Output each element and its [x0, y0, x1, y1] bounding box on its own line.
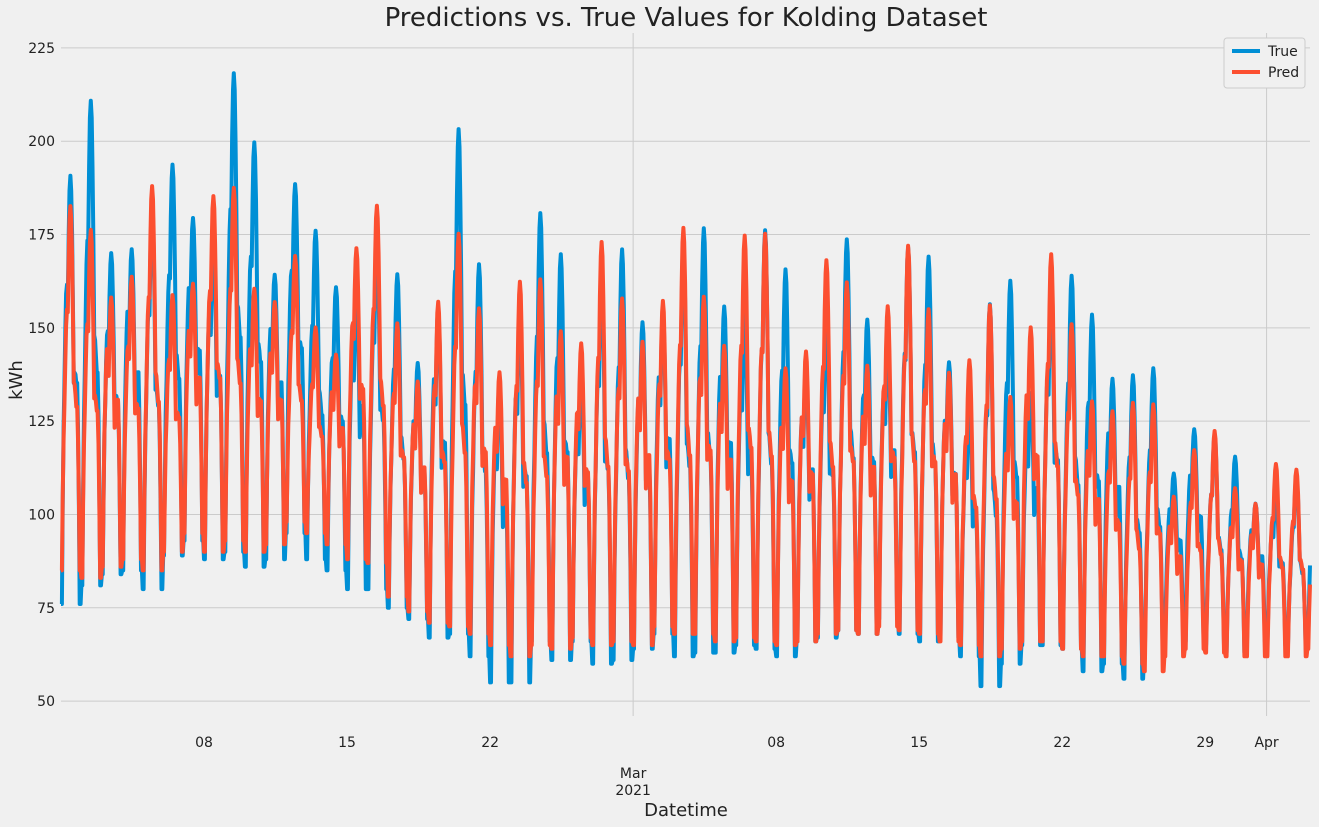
y-tick-labels: 50 75 100 125 150 175 200 225: [28, 41, 55, 710]
x-tick-label: Mar: [620, 766, 647, 782]
legend: True Pred: [1223, 37, 1306, 89]
series-line-pred: [59, 184, 1312, 674]
y-tick-label: 100: [28, 507, 55, 523]
x-tick-label: 29: [1196, 735, 1214, 751]
x-tick-label: 15: [910, 735, 928, 751]
x-tick-label: 22: [1053, 735, 1071, 751]
y-tick-label: 50: [37, 694, 55, 710]
x-tick-sublabel: 2021: [615, 783, 651, 799]
y-tick-label: 200: [28, 134, 55, 150]
series-group: [59, 71, 1312, 689]
y-tick-label: 175: [28, 228, 55, 244]
x-tick-label: Apr: [1254, 735, 1278, 751]
x-tick-label: 22: [481, 735, 499, 751]
chart-title: Predictions vs. True Values for Kolding …: [385, 3, 988, 33]
y-tick-label: 225: [28, 41, 55, 57]
y-tick-label: 125: [28, 414, 55, 430]
y-tick-label: 150: [28, 321, 55, 337]
x-tick-label: 08: [195, 735, 213, 751]
legend-label-pred: Pred: [1268, 65, 1299, 81]
legend-label-true: True: [1267, 44, 1298, 60]
y-tick-label: 75: [37, 601, 55, 617]
y-axis-label: kWh: [6, 360, 27, 400]
x-tick-label: 15: [338, 735, 356, 751]
x-tick-label: 08: [767, 735, 785, 751]
x-axis-label: Datetime: [644, 800, 728, 821]
